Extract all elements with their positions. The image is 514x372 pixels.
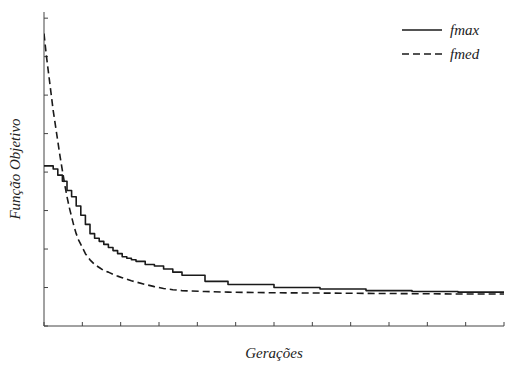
x-tick: [350, 322, 351, 326]
y-tick: [44, 326, 48, 327]
y-tick: [44, 287, 48, 288]
x-tick: [504, 322, 505, 326]
x-tick: [120, 322, 121, 326]
series-line: [44, 34, 504, 294]
legend-swatch: [402, 29, 442, 31]
x-axis-label: Gerações: [245, 345, 303, 361]
x-tick: [235, 322, 236, 326]
legend-label: fmax: [450, 22, 480, 38]
x-tick: [82, 322, 83, 326]
y-tick: [44, 249, 48, 250]
legend-swatch: [402, 53, 442, 55]
chart: Gerações Função Objetivo fmax fmed: [0, 0, 514, 372]
plot-area: [44, 34, 504, 294]
x-tick: [197, 322, 198, 326]
y-tick: [44, 18, 48, 19]
y-tick: [44, 172, 48, 173]
y-tick: [44, 95, 48, 96]
y-tick: [44, 210, 48, 211]
y-tick: [44, 133, 48, 134]
x-tick: [159, 322, 160, 326]
x-tick: [427, 322, 428, 326]
x-tick: [274, 322, 275, 326]
y-axis: [44, 12, 45, 326]
y-axis-label: Função Objetivo: [7, 118, 23, 221]
x-tick: [44, 322, 45, 326]
background: [0, 0, 514, 372]
legend: fmax fmed: [402, 22, 480, 62]
x-tick: [465, 322, 466, 326]
x-tick: [389, 322, 390, 326]
x-tick: [312, 322, 313, 326]
legend-label: fmed: [450, 46, 480, 62]
